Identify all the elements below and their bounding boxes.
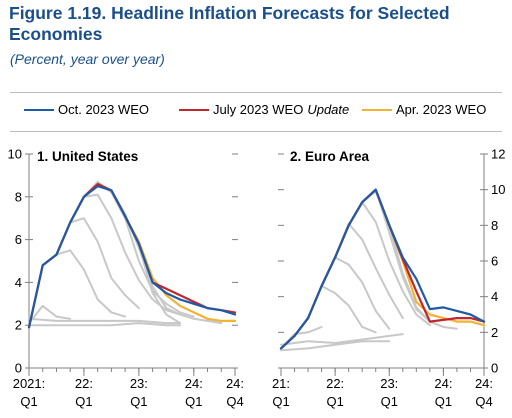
x-tick-label-year: 24: — [434, 376, 452, 391]
x-tick-label-quarter: Q1 — [75, 394, 92, 409]
older-vintage-line — [55, 217, 140, 310]
x-tick-label-quarter: Q1 — [272, 394, 289, 409]
y-tick-label: 0 — [15, 361, 22, 376]
legend-bottom-rule — [10, 131, 502, 132]
older-vintage-line — [28, 317, 182, 325]
older-vintage-line — [28, 322, 182, 327]
y-tick-label: 10 — [491, 182, 505, 197]
y-tick-label: 8 — [15, 189, 22, 204]
x-tick-label-quarter: Q1 — [185, 394, 202, 409]
legend-item-july-2023: July 2023 WEO Update — [179, 102, 349, 117]
legend-swatch-apr — [362, 108, 392, 111]
y-tick-label: 6 — [491, 254, 498, 269]
legend-item-oct-2023: Oct. 2023 WEO — [24, 102, 149, 117]
x-tick-label-quarter: Q1 — [381, 394, 398, 409]
panel-euro-area: 2. Euro Area 0 2 4 6 8 10 12 21: Q1 22: Q1 23: Q1 24:… — [272, 147, 506, 410]
y-tick-label-top: 12 — [491, 147, 505, 162]
panel-title-euro-area: 2. Euro Area — [290, 149, 370, 164]
legend-swatch-oct — [24, 108, 54, 111]
x-tick-label-year: 24: — [226, 376, 244, 391]
x-tick-label-quarter: Q1 — [435, 394, 452, 409]
y-tick-label: 6 — [15, 232, 22, 247]
x-tick-label-quarter: Q1 — [20, 394, 37, 409]
oct-weo-line-ea — [279, 188, 486, 350]
y-tick-label: 2 — [15, 318, 22, 333]
oct-weo-line-us — [27, 185, 237, 329]
y-tick-label-top: 10 — [8, 147, 22, 162]
x-tick-label-year: 22: — [75, 376, 93, 391]
chart-legend: Oct. 2023 WEO July 2023 WEO Update Apr. … — [24, 102, 504, 122]
legend-swatch-july — [179, 108, 209, 111]
x-tick-label-year: 23: — [130, 376, 148, 391]
legend-label-apr: Apr. 2023 WEO — [396, 102, 487, 117]
x-tick-label-quarter: Q1 — [130, 394, 147, 409]
x-tick-label-year: 24: — [475, 376, 493, 391]
older-vintage-line — [280, 340, 391, 352]
legend-label-oct: Oct. 2023 WEO — [58, 102, 150, 117]
panel-united-states: 1. United States 0 2 4 6 8 10 2021: Q1 22: Q1 23: Q… — [8, 147, 245, 410]
older-vintage-line — [41, 249, 127, 318]
y-tick-label: 4 — [15, 275, 22, 290]
x-tick-label-quarter: Q4 — [226, 394, 243, 409]
legend-sublabel-july: Update — [307, 102, 350, 117]
older-vintage-line — [307, 256, 391, 330]
older-vintage-line — [280, 326, 323, 350]
july-weo-line-us — [27, 182, 237, 329]
x-tick-label-year: 21: — [272, 376, 290, 391]
x-tick-label-year: 22: — [326, 376, 344, 391]
figure-subtitle: (Percent, year over year) — [10, 51, 165, 67]
legend-label-july: July 2023 WEO — [213, 102, 304, 117]
legend-item-apr-2023: Apr. 2023 WEO — [362, 102, 486, 117]
x-tick-label-quarter: Q1 — [326, 394, 343, 409]
x-tick-label-quarter: Q4 — [475, 394, 492, 409]
older-vintage-line — [280, 333, 404, 346]
x-tick-label-year: 24: — [185, 376, 203, 391]
y-tick-label: 8 — [491, 218, 498, 233]
panel-title-united-states: 1. United States — [37, 149, 138, 164]
y-tick-label: 2 — [491, 325, 498, 340]
older-vintage-line — [28, 304, 72, 325]
figure-title: Figure 1.19. Headline Inflation Forecast… — [9, 3, 450, 44]
x-tick-label-year: 23: — [380, 376, 398, 391]
y-tick-label: 4 — [491, 289, 498, 304]
x-tick-label-year: 2021: — [13, 376, 46, 391]
older-vintage-line — [293, 285, 377, 337]
y-tick-label: 0 — [491, 361, 498, 376]
legend-top-rule — [10, 92, 502, 93]
